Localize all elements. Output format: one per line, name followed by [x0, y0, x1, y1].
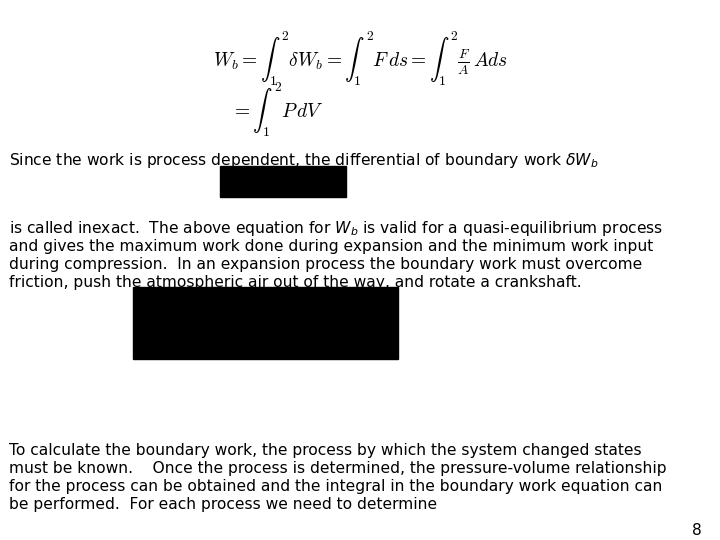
Bar [133, 287, 398, 359]
Text: for the process can be obtained and the integral in the boundary work equation c: for the process can be obtained and the … [9, 479, 662, 494]
Text: 8: 8 [692, 523, 702, 538]
Text: $= \int_1^2 P\,dV$: $= \int_1^2 P\,dV$ [231, 80, 323, 139]
Bar [220, 166, 346, 197]
Text: be performed.  For each process we need to determine: be performed. For each process we need t… [9, 497, 437, 512]
Text: and gives the maximum work done during expansion and the minimum work input: and gives the maximum work done during e… [9, 239, 653, 254]
Text: during compression.  In an expansion process the boundary work must overcome: during compression. In an expansion proc… [9, 257, 642, 272]
Text: is called inexact.  The above equation for $W_b$ is valid for a quasi-equilibriu: is called inexact. The above equation fo… [9, 219, 663, 239]
Text: $W_b = \int_1^2 \delta W_b = \int_1^2 F\,ds = \int_1^2 \frac{F}{A}\,Ads$: $W_b = \int_1^2 \delta W_b = \int_1^2 F\… [212, 29, 508, 87]
Text: must be known.    Once the process is determined, the pressure-volume relationsh: must be known. Once the process is deter… [9, 461, 666, 476]
Text: To calculate the boundary work, the process by which the system changed states: To calculate the boundary work, the proc… [9, 443, 642, 458]
Text: Since the work is process dependent, the differential of boundary work $\delta W: Since the work is process dependent, the… [9, 151, 598, 170]
Text: friction, push the atmospheric air out of the way, and rotate a crankshaft.: friction, push the atmospheric air out o… [9, 275, 581, 290]
